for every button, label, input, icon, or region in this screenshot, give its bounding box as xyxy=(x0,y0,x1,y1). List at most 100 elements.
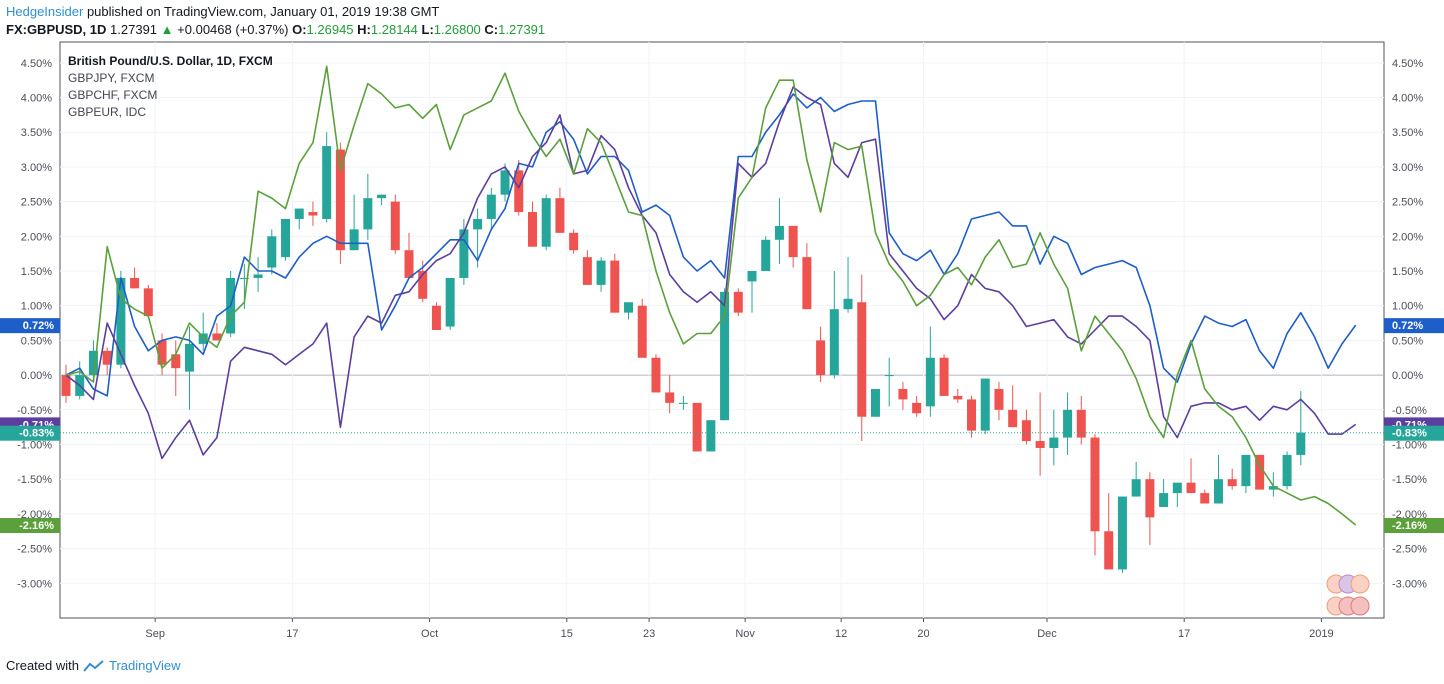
candle[interactable] xyxy=(733,288,743,317)
candle[interactable] xyxy=(390,194,400,254)
candle[interactable] xyxy=(102,347,112,376)
y-tick-label-right: -2.50% xyxy=(1392,544,1427,556)
candle[interactable] xyxy=(1104,493,1114,570)
candle[interactable] xyxy=(1241,454,1251,494)
candle[interactable] xyxy=(665,375,675,414)
series-line-gbpeur[interactable] xyxy=(65,65,1357,526)
candle[interactable] xyxy=(1172,482,1182,507)
candle[interactable] xyxy=(967,395,977,438)
candle[interactable] xyxy=(651,354,661,393)
candle[interactable] xyxy=(1282,451,1292,490)
candle[interactable] xyxy=(198,312,208,351)
tradingview-link[interactable]: TradingView xyxy=(108,658,181,673)
candle[interactable] xyxy=(459,218,469,285)
candle[interactable] xyxy=(884,357,894,407)
candle[interactable] xyxy=(720,288,730,421)
candle[interactable] xyxy=(816,326,826,383)
candle[interactable] xyxy=(1063,392,1073,455)
candle[interactable] xyxy=(994,382,1004,421)
candle[interactable] xyxy=(596,257,606,292)
candle-body xyxy=(116,277,126,365)
high-label: H: xyxy=(357,22,371,37)
y-tick-label-right: 1.50% xyxy=(1392,266,1423,278)
candle[interactable] xyxy=(912,395,922,417)
candle[interactable] xyxy=(1090,434,1100,556)
y-tick-label-right: -3.00% xyxy=(1392,578,1427,590)
candle[interactable] xyxy=(843,257,853,313)
candle[interactable] xyxy=(1213,454,1223,504)
candle[interactable] xyxy=(1255,454,1265,490)
candle[interactable] xyxy=(747,271,757,313)
series-line-gbpjpy[interactable] xyxy=(65,93,1357,397)
candle[interactable] xyxy=(130,267,140,289)
candle[interactable] xyxy=(281,218,291,261)
candle[interactable] xyxy=(431,302,441,330)
event-flag-icon[interactable] xyxy=(1350,574,1370,594)
candle[interactable] xyxy=(445,277,455,330)
candle[interactable] xyxy=(1296,391,1306,466)
candle[interactable] xyxy=(212,323,222,341)
candle[interactable] xyxy=(1021,409,1031,445)
candle[interactable] xyxy=(692,402,702,452)
candle[interactable] xyxy=(857,274,867,442)
candle[interactable] xyxy=(527,201,537,247)
candle[interactable] xyxy=(1186,458,1196,494)
candle[interactable] xyxy=(1049,409,1059,466)
candle[interactable] xyxy=(473,208,483,268)
candle[interactable] xyxy=(363,173,373,240)
candle[interactable] xyxy=(761,236,771,272)
candle[interactable] xyxy=(500,163,510,202)
author-link[interactable]: HedgeInsider xyxy=(6,4,84,19)
candle[interactable] xyxy=(678,395,688,410)
candle[interactable] xyxy=(610,253,620,313)
candle[interactable] xyxy=(171,340,181,396)
candle[interactable] xyxy=(1145,472,1155,546)
candle[interactable] xyxy=(541,194,551,251)
candle[interactable] xyxy=(294,208,304,230)
price-axis[interactable]: 4.50% 4.50% 4.00% 4.00% 3.50% 3.50% 3.00% 3.00%… xyxy=(17,58,1427,590)
candle[interactable] xyxy=(980,378,990,435)
candle[interactable] xyxy=(569,229,579,254)
candle[interactable] xyxy=(637,298,647,358)
candle[interactable] xyxy=(116,271,126,369)
candle[interactable] xyxy=(253,257,263,292)
badge-left-gbpeur xyxy=(0,518,60,534)
candle[interactable] xyxy=(61,364,71,403)
candle[interactable] xyxy=(1117,496,1127,573)
candle[interactable] xyxy=(624,302,634,320)
candle[interactable] xyxy=(486,187,496,230)
candle[interactable] xyxy=(939,354,949,396)
candle[interactable] xyxy=(1035,392,1045,476)
candle[interactable] xyxy=(349,194,359,251)
price-chart[interactable]: 4.50% 4.50% 4.00% 4.00% 3.50% 3.50% 3.00% 3.00%… xyxy=(0,40,1444,660)
candle[interactable] xyxy=(706,420,716,452)
candle[interactable] xyxy=(774,198,784,265)
events-flags[interactable] xyxy=(1326,574,1370,616)
candle[interactable] xyxy=(1268,472,1278,497)
footer: Created with TradingView xyxy=(6,658,181,673)
candle[interactable] xyxy=(322,132,332,223)
event-flag-icon[interactable] xyxy=(1350,596,1370,616)
candle[interactable] xyxy=(925,326,935,417)
candle[interactable] xyxy=(1200,489,1210,504)
candle[interactable] xyxy=(1131,461,1141,497)
candle[interactable] xyxy=(582,250,592,285)
candle[interactable] xyxy=(1227,468,1237,490)
candle[interactable] xyxy=(267,229,277,275)
candle[interactable] xyxy=(829,271,839,379)
candle[interactable] xyxy=(1008,385,1018,428)
candle[interactable] xyxy=(308,201,318,226)
candle[interactable] xyxy=(870,388,880,417)
candle[interactable] xyxy=(377,194,387,206)
candle[interactable] xyxy=(555,187,565,233)
candle[interactable] xyxy=(898,382,908,410)
candle[interactable] xyxy=(1076,395,1086,445)
candle[interactable] xyxy=(1159,479,1169,507)
candle[interactable] xyxy=(802,243,812,310)
time-axis[interactable]: Sep 17 Oct 15 23 Nov 12 20 Dec 17 2019 xyxy=(145,618,1334,640)
candle[interactable] xyxy=(788,225,798,268)
series-line-gbpchf[interactable] xyxy=(65,86,1357,460)
candle[interactable] xyxy=(953,388,963,403)
candle[interactable] xyxy=(143,284,153,317)
candle[interactable] xyxy=(404,232,414,278)
